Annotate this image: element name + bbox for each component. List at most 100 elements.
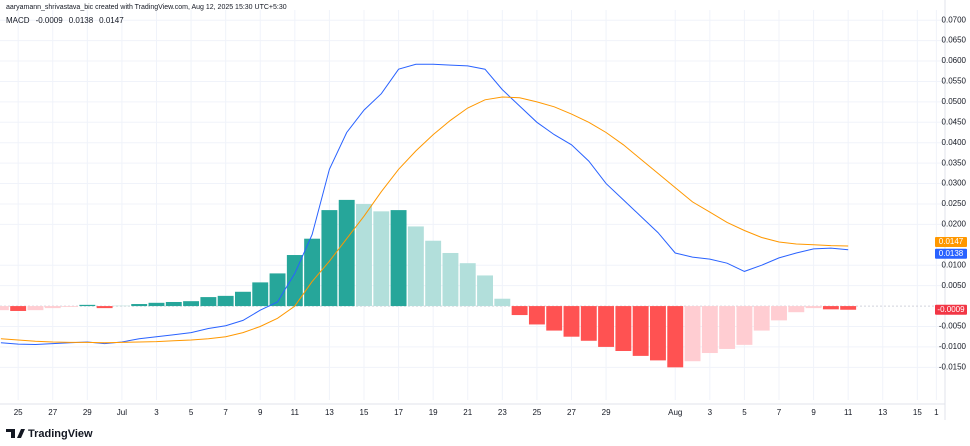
- legend: MACD -0.0009 0.0138 0.0147: [6, 16, 124, 25]
- x-tick-label: 11: [291, 408, 300, 417]
- legend-value: -0.0009: [36, 16, 64, 25]
- x-tick-label: 25: [14, 408, 23, 417]
- histogram-bar: [0, 306, 9, 311]
- y-tick-label: -0.0100: [939, 342, 967, 351]
- histogram-bar: [563, 306, 580, 337]
- line: [0, 63, 849, 346]
- y-tick-label: 0.0550: [942, 77, 967, 86]
- x-tick-label: 13: [325, 408, 334, 417]
- histogram-bar: [788, 306, 805, 313]
- histogram-bar: [407, 226, 424, 307]
- histogram-bar: [667, 306, 684, 368]
- x-tick-label: 29: [83, 408, 92, 417]
- legend-title: MACD: [6, 16, 30, 25]
- histogram-bar: [62, 306, 78, 307]
- x-tick-label: 7: [223, 408, 228, 417]
- x-tick-label: 5: [742, 408, 747, 417]
- histogram-bar: [44, 306, 61, 309]
- histogram-bar: [477, 275, 493, 307]
- x-tick-label: 13: [878, 408, 887, 417]
- histogram-bar: [148, 302, 165, 307]
- histogram-bar: [822, 306, 839, 310]
- histogram-bar: [442, 252, 459, 307]
- x-tick-label: 27: [48, 408, 57, 417]
- y-tick-label: 0.0300: [942, 179, 967, 188]
- y-tick-label: 0.0050: [942, 281, 967, 290]
- y-tick-label: 0.0500: [942, 97, 967, 106]
- histogram-bar: [321, 210, 338, 307]
- histogram-bar: [200, 297, 217, 307]
- histogram-bar: [113, 305, 130, 307]
- y-tick-label: 0.0700: [942, 15, 967, 24]
- x-tick-label: 23: [498, 408, 507, 417]
- y-tick-label: -0.0150: [939, 362, 967, 371]
- x-tick-label: 15: [913, 408, 922, 417]
- histogram-bar: [165, 301, 182, 307]
- x-tick-label: Jul: [117, 408, 127, 417]
- histogram-bar: [338, 199, 355, 307]
- price-badge-label: 0.0147: [939, 237, 964, 246]
- price-badge-label: -0.0009: [937, 305, 965, 314]
- histogram-bar: [459, 263, 476, 307]
- price-badge-label: 0.0138: [939, 249, 964, 258]
- logo: TradingView: [6, 428, 93, 440]
- histogram-bar: [528, 306, 545, 325]
- price-badge: [935, 237, 967, 248]
- y-tick-label: 0.0250: [942, 199, 967, 208]
- x-tick-label: 15: [360, 408, 369, 417]
- histogram-bar: [580, 306, 597, 341]
- x-tick-label: 1: [934, 408, 939, 417]
- y-tick-label: 0.0600: [942, 56, 967, 65]
- histogram-bar: [805, 306, 822, 309]
- histogram-bar: [701, 306, 718, 354]
- histogram-bar: [753, 306, 770, 331]
- labels: 0.0700 0.0650 0.0600 0.0550 0.0500 0.0450 0.04…: [14, 15, 967, 417]
- histogram-bar: [650, 306, 666, 361]
- x-tick-label: 9: [811, 408, 816, 417]
- histogram-bar: [183, 301, 200, 307]
- histogram-bar: [373, 211, 390, 307]
- histogram-bar: [546, 306, 563, 331]
- histogram-bar: [217, 295, 234, 307]
- histogram-bar: [615, 306, 632, 351]
- legend-value: 0.0147: [99, 16, 124, 25]
- x-tick-label: 9: [258, 408, 263, 417]
- y-tick-label: 0.0200: [942, 220, 967, 229]
- histogram-bar: [494, 298, 511, 307]
- y-tick-label: 0.0350: [942, 158, 967, 167]
- x-tick-label: 17: [394, 408, 403, 417]
- histogram-bar: [684, 306, 701, 362]
- histogram-bar: [96, 306, 113, 309]
- histogram-bar: [131, 304, 148, 307]
- histogram-bar: [269, 273, 286, 307]
- histogram-bar: [27, 306, 44, 311]
- x-tick-label: 5: [189, 408, 194, 417]
- histogram-bar: [511, 306, 528, 316]
- histogram-bar: [632, 306, 649, 356]
- histogram-bar: [736, 306, 753, 345]
- y-tick-label: 0.0100: [942, 260, 967, 269]
- histogram-bar: [286, 255, 303, 307]
- line: [0, 96, 849, 344]
- logo-text: TradingView: [28, 428, 93, 440]
- histogram-bar: [771, 306, 787, 321]
- x-tick-label: 27: [567, 408, 576, 417]
- y-tick-label: 0.0650: [942, 36, 967, 45]
- x-tick-label: 7: [777, 408, 782, 417]
- histogram-bar: [840, 306, 857, 310]
- logo-icon: [6, 429, 25, 438]
- chart-title: aaryamann_shrivastava_bic created with T…: [6, 4, 287, 11]
- x-tick-label: 19: [429, 408, 438, 417]
- histogram-bar: [234, 291, 251, 307]
- histogram-bar: [356, 203, 372, 307]
- histogram-bar: [719, 306, 736, 349]
- histogram-bar: [79, 304, 96, 307]
- x-tick-label: Aug: [668, 408, 682, 417]
- y-tick-label: 0.0450: [942, 117, 967, 126]
- histogram-bar: [252, 282, 269, 307]
- price-badge: [935, 304, 967, 315]
- x-tick-label: 11: [844, 408, 853, 417]
- x-tick-label: 29: [602, 408, 611, 417]
